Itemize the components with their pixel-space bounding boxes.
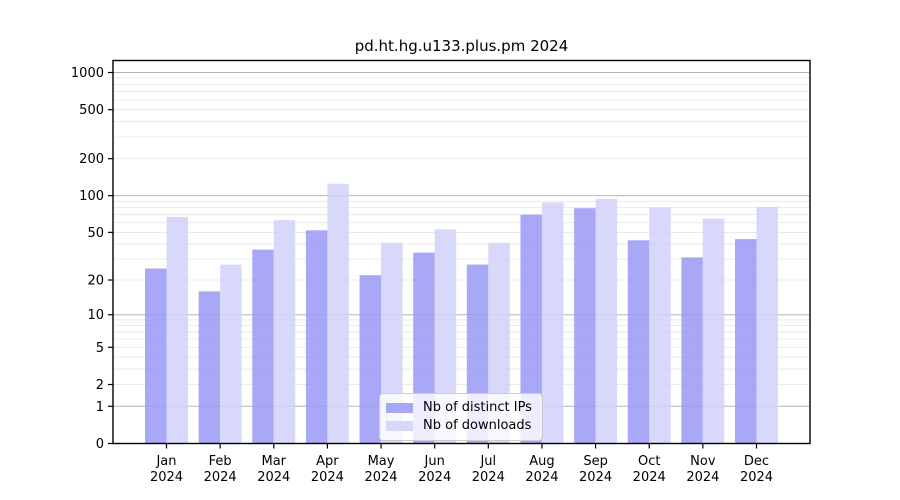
bar-apr-distinct-ips [305,230,328,444]
x-tick-label-month: Dec [744,454,769,469]
x-tick-label-year: 2024 [364,470,397,485]
bar-dec-downloads [756,206,778,444]
bar-oct-downloads [649,207,671,444]
y-tick-label: 200 [79,152,104,167]
bar-feb-downloads [220,264,242,444]
y-tick-label: 1000 [71,66,104,81]
x-tick-label-year: 2024 [579,470,612,485]
legend-label-distinct-ips: Nb of distinct IPs [423,400,532,415]
x-tick-label-month: May [368,454,395,469]
legend-entry-distinct-ips: Nb of distinct IPs [386,399,534,417]
bar-sep-downloads [595,198,618,444]
legend-swatch-distinct-ips [386,403,413,413]
bar-jun-downloads [434,229,457,444]
y-tick-label: 10 [87,308,104,323]
x-tick-label-month: Aug [529,454,554,469]
y-tick-label: 5 [96,341,104,356]
x-tick-label-year: 2024 [257,470,290,485]
legend-swatch-downloads [386,421,413,431]
bar-apr-downloads [327,183,349,444]
y-tick-label: 0 [96,437,104,452]
legend: Nb of distinct IPs Nb of downloads [379,393,543,441]
y-tick-label: 2 [96,378,104,393]
x-tick-label-year: 2024 [418,470,451,485]
x-tick-label-month: Feb [209,454,232,469]
bar-feb-distinct-ips [198,291,221,444]
y-tick-label: 1 [96,400,104,415]
x-tick-label-month: Oct [638,454,660,469]
x-tick-label-month: Jun [424,454,445,469]
y-tick-label: 20 [87,274,104,289]
y-tick-label: 500 [79,103,104,118]
y-tick-label: 50 [87,226,104,241]
plot-border [112,59,811,445]
x-tick-label-year: 2024 [204,470,237,485]
y-tick-label: 100 [79,189,104,204]
bar-mar-downloads [273,220,296,444]
bar-oct-distinct-ips [627,240,650,444]
x-tick-label-year: 2024 [311,470,344,485]
bar-jan-distinct-ips [145,268,167,444]
x-tick-label-year: 2024 [472,470,505,485]
legend-entry-downloads: Nb of downloads [386,417,534,435]
x-tick-label-year: 2024 [150,470,183,485]
x-tick-label-year: 2024 [525,470,558,485]
bar-mar-distinct-ips [252,249,274,444]
bar-aug-distinct-ips [520,214,542,444]
bar-jan-downloads [166,216,188,444]
x-tick-label-year: 2024 [740,470,773,485]
bar-nov-distinct-ips [681,257,703,444]
bar-dec-distinct-ips [735,239,757,444]
x-tick-label-year: 2024 [633,470,666,485]
bar-aug-downloads [541,202,564,444]
x-tick-label-year: 2024 [686,470,719,485]
x-tick-label-month: Jan [155,454,176,469]
x-tick-label-month: Apr [316,454,339,469]
bar-nov-downloads [702,218,725,444]
x-tick-label-month: Nov [690,454,716,469]
x-tick-label-month: Mar [262,454,287,469]
bar-may-distinct-ips [359,275,382,444]
x-tick-label-month: Sep [583,454,608,469]
bar-sep-distinct-ips [574,208,596,444]
x-tick-label-month: Jul [479,454,496,469]
chart-title: pd.ht.hg.u133.plus.pm 2024 [354,37,569,55]
legend-label-downloads: Nb of downloads [423,418,532,433]
